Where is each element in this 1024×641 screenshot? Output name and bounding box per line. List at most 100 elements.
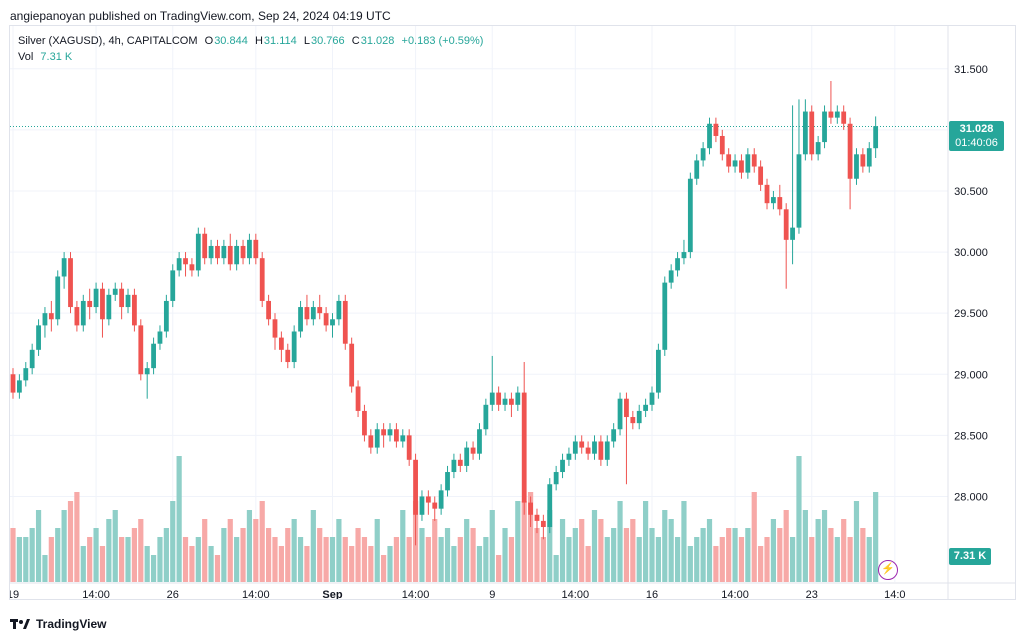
volume-bar	[713, 546, 719, 582]
volume-bar	[841, 519, 847, 582]
volume-bar	[726, 528, 732, 582]
x-tick-label: 19	[10, 589, 19, 599]
last-price-tag: 31.028 01:40:06	[949, 121, 1004, 151]
candle-body	[483, 404, 489, 430]
volume-bar	[329, 537, 336, 582]
volume-bar	[42, 555, 48, 582]
volume-bar	[227, 519, 233, 582]
candle-body	[470, 447, 476, 454]
candle-body	[854, 154, 859, 179]
volume-bar	[221, 528, 227, 582]
legend-change: +0.183 (+0.59%)	[401, 35, 484, 47]
candle-body	[617, 398, 623, 430]
volume-bar	[317, 528, 323, 582]
legend-volume-row: Vol 7.31 K	[18, 49, 484, 65]
candle-body	[739, 160, 744, 173]
candle-body	[317, 307, 323, 314]
candle-body	[438, 490, 444, 509]
candle-body	[61, 258, 67, 277]
x-tick-label: 14:00	[721, 589, 749, 599]
volume-bar	[630, 519, 636, 582]
candle-body	[655, 349, 661, 393]
candle-body	[291, 331, 297, 363]
candle-body	[208, 245, 214, 259]
candle-body	[170, 270, 176, 301]
volume-bar	[502, 528, 508, 582]
candle-body	[560, 459, 565, 473]
x-tick-label: Sep	[322, 589, 342, 599]
volume-bar	[566, 537, 572, 582]
candle-body	[36, 325, 41, 350]
candle-body	[445, 472, 450, 491]
candle-body	[336, 300, 342, 320]
footer-brand[interactable]: TradingView	[10, 617, 106, 631]
candle-body	[425, 496, 431, 503]
volume-bar	[572, 528, 578, 582]
candle-body	[240, 245, 246, 259]
volume-bar	[157, 537, 163, 582]
volume-bar	[35, 510, 42, 582]
volume-bar	[297, 537, 304, 582]
candle-body	[847, 123, 853, 179]
volume-bar	[815, 519, 821, 582]
volume-bar	[349, 546, 355, 582]
candle-body	[202, 233, 208, 259]
candle-body	[330, 319, 335, 326]
candle-body	[368, 435, 374, 448]
candle-body	[719, 135, 725, 155]
volume-bar	[10, 528, 16, 582]
y-tick-label: 30.000	[954, 247, 988, 259]
volume-bar	[655, 537, 661, 582]
volume-bar	[591, 510, 598, 582]
volume-bar	[604, 537, 610, 582]
candle-body	[860, 154, 866, 167]
volume-bar	[585, 546, 591, 582]
volume-bar	[860, 528, 866, 582]
candle-body	[668, 270, 674, 283]
candle-body	[342, 300, 348, 344]
candle-body	[42, 313, 48, 326]
candle-body	[802, 111, 808, 155]
volume-bar	[16, 537, 22, 582]
candle-body	[144, 368, 150, 375]
volume-bar	[483, 537, 489, 582]
candle-body	[694, 160, 700, 179]
candle-body	[585, 447, 591, 454]
legend-low-label: L	[303, 35, 310, 47]
candle-body	[138, 325, 144, 375]
volume-bar	[470, 528, 476, 582]
candle-body	[675, 258, 680, 271]
candle-body	[464, 447, 470, 466]
lightning-icon[interactable]: ⚡	[878, 560, 898, 580]
candlestick-chart[interactable]: 31.50031.00030.50030.00029.50029.00028.5…	[10, 26, 1015, 599]
legend-low-value: 30.766	[311, 35, 345, 47]
volume-bar	[99, 546, 106, 582]
volume-bar	[144, 546, 150, 582]
volume-bar	[285, 528, 291, 582]
volume-bar	[745, 528, 751, 582]
candle-body	[227, 245, 233, 265]
candle-body	[866, 148, 872, 167]
volume-bar	[61, 510, 67, 582]
candle-body	[132, 294, 137, 326]
x-tick-label: 14:0	[884, 589, 905, 599]
volume-bar	[387, 546, 393, 582]
volume-bar	[732, 528, 738, 582]
candle-body	[566, 453, 572, 460]
volume-bar	[828, 528, 834, 582]
y-tick-label: 28.000	[954, 491, 988, 503]
volume-bar	[847, 537, 853, 582]
volume-bar	[342, 537, 348, 582]
candle-body	[349, 343, 355, 387]
y-tick-label: 28.500	[954, 430, 988, 442]
candle-body	[106, 294, 112, 320]
candle-body	[55, 276, 61, 320]
candle-body	[643, 404, 649, 411]
volume-bar	[163, 528, 169, 582]
candle-body	[604, 441, 610, 460]
footer-brand-text: TradingView	[36, 617, 107, 631]
bar-countdown: 01:40:06	[955, 137, 998, 149]
chart-frame[interactable]: 31.50031.00030.50030.00029.50029.00028.5…	[9, 25, 1016, 600]
volume-bar	[93, 528, 99, 582]
volume-bar	[834, 537, 840, 582]
